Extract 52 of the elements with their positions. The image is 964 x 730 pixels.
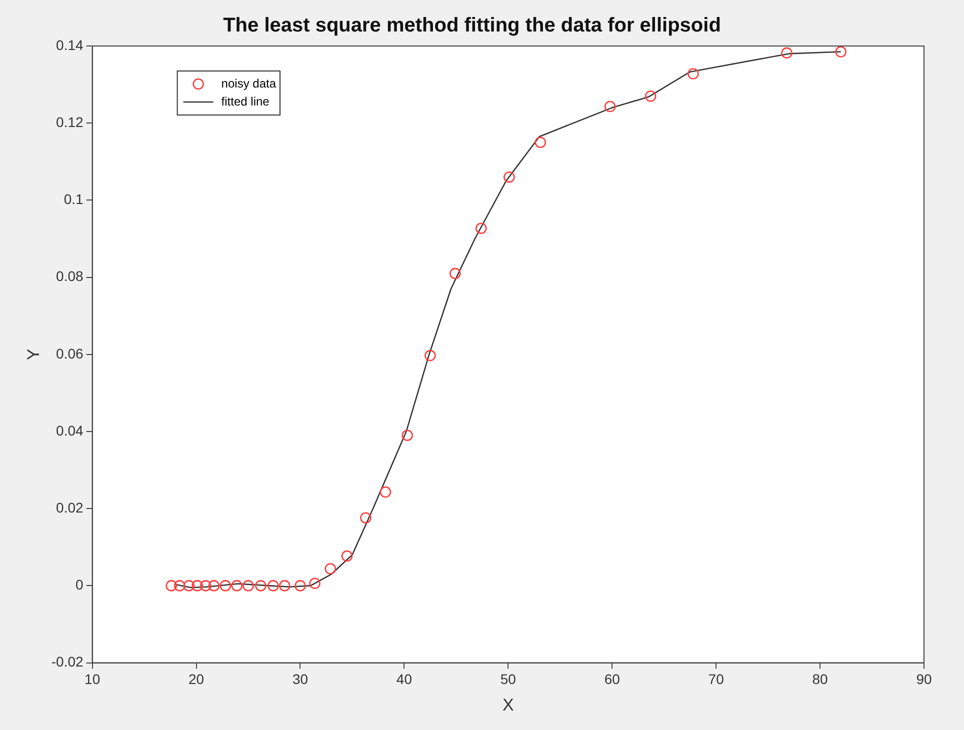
point xyxy=(688,68,699,80)
point xyxy=(278,580,290,592)
point xyxy=(255,580,266,592)
point xyxy=(242,580,254,592)
point xyxy=(200,580,212,592)
point xyxy=(220,580,232,592)
y-tick-label: 0.02 xyxy=(56,499,84,516)
point xyxy=(504,171,515,183)
point xyxy=(835,46,846,58)
point xyxy=(534,136,546,148)
chart-title: The least square method fitting the data for ellipsoid xyxy=(223,14,721,37)
y-tick-label: 0.06 xyxy=(56,345,84,362)
y-tick-label: 0.04 xyxy=(56,422,84,438)
point xyxy=(192,580,203,592)
point xyxy=(208,580,220,592)
y-tick-label: -0.02 xyxy=(51,654,84,670)
point xyxy=(424,350,436,362)
x-tick-label: 30 xyxy=(292,671,308,688)
y-tick-label: 0.1 xyxy=(64,191,84,208)
x-tick-label: 70 xyxy=(708,671,724,688)
x-tick-label: 40 xyxy=(396,671,412,688)
point xyxy=(449,268,461,280)
point xyxy=(294,580,306,592)
point xyxy=(268,580,279,592)
point xyxy=(644,90,656,102)
y-axis-title: Y xyxy=(24,348,43,360)
point xyxy=(341,550,353,562)
x-tick-label: 50 xyxy=(500,671,516,688)
x-tick-label: 80 xyxy=(812,671,828,688)
y-tick-label: 0.12 xyxy=(56,114,84,130)
x-tick-label: 60 xyxy=(604,671,620,688)
point xyxy=(781,47,792,59)
x-tick-label: 90 xyxy=(916,671,932,688)
point xyxy=(324,563,336,574)
point xyxy=(604,100,616,112)
legend-label: fitted line xyxy=(221,94,270,108)
point xyxy=(402,430,413,442)
point xyxy=(475,222,487,234)
point xyxy=(166,580,177,592)
x-axis-title: X xyxy=(502,695,514,714)
point xyxy=(380,486,392,498)
x-tick-label: 20 xyxy=(188,671,204,688)
x-tick-label: 10 xyxy=(84,671,100,688)
point xyxy=(360,512,372,524)
y-tick-label: 0 xyxy=(76,576,84,593)
y-tick-label: 0.08 xyxy=(56,268,84,284)
point xyxy=(183,580,195,592)
legend-label: noisy data xyxy=(221,76,276,90)
y-tick-label: 0.14 xyxy=(56,36,84,53)
point xyxy=(309,578,320,590)
point xyxy=(231,580,242,592)
point xyxy=(174,580,186,592)
